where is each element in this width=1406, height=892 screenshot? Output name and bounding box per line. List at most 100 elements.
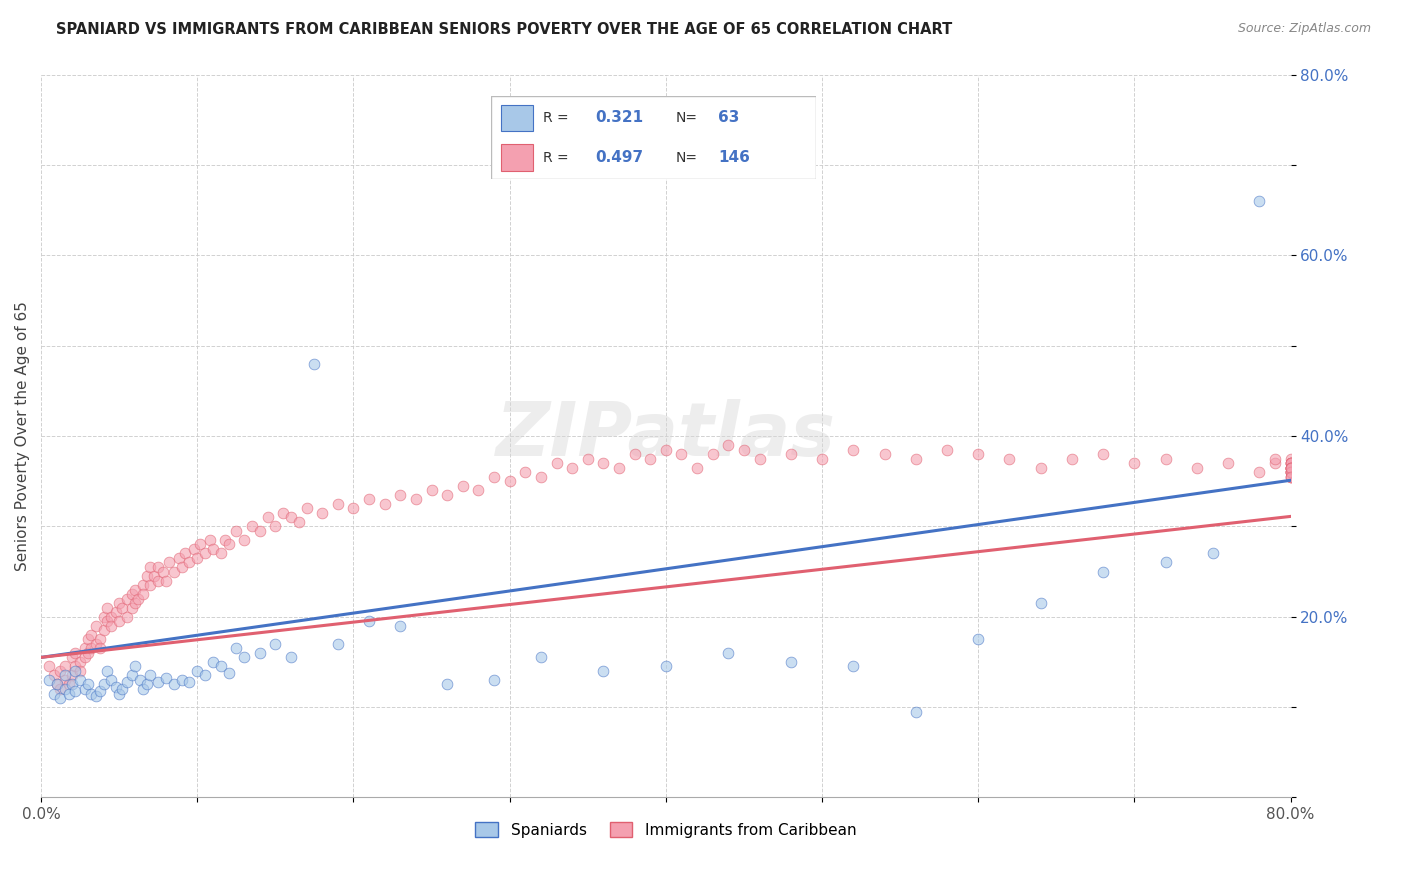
Point (249, 524, 271, 538)
Point (124, 596, 146, 610)
Point (194, 668, 217, 682)
Point (1123, 456, 1146, 470)
Point (93, 624, 115, 638)
Point (467, 483, 489, 498)
Point (84, 690, 107, 704)
Point (69, 655, 91, 669)
Point (42, 668, 65, 682)
Point (218, 537, 240, 551)
Point (607, 460, 630, 475)
Point (779, 447, 801, 461)
Point (1279, 465, 1302, 479)
Point (304, 357, 326, 371)
Point (49, 681, 72, 696)
Point (173, 546, 195, 560)
Point (84, 619, 107, 633)
Point (69, 673, 91, 687)
Text: SPANIARD VS IMMIGRANTS FROM CARIBBEAN SENIORS POVERTY OVER THE AGE OF 65 CORRELA: SPANIARD VS IMMIGRANTS FROM CARIBBEAN SE… (56, 22, 952, 37)
Point (1279, 465, 1302, 479)
Point (139, 668, 162, 682)
Point (405, 492, 427, 507)
Point (389, 619, 412, 633)
Point (1154, 556, 1177, 570)
Point (249, 646, 271, 660)
Point (264, 637, 287, 651)
Point (1279, 460, 1302, 475)
Point (124, 582, 146, 597)
Point (53, 681, 76, 696)
Point (84, 637, 107, 651)
Point (111, 681, 134, 696)
Point (1279, 456, 1302, 470)
Y-axis label: Seniors Poverty Over the Age of 65: Seniors Poverty Over the Age of 65 (15, 301, 30, 571)
Point (89, 683, 111, 698)
Point (108, 614, 131, 628)
Point (374, 497, 396, 511)
Point (638, 451, 661, 466)
Point (65, 659, 87, 673)
Point (592, 664, 614, 678)
Point (100, 619, 122, 633)
Point (967, 632, 990, 647)
Point (209, 659, 232, 673)
Point (561, 460, 583, 475)
Point (904, 705, 927, 719)
Point (1060, 451, 1083, 466)
Point (136, 569, 159, 583)
Point (326, 497, 349, 511)
Point (546, 456, 568, 470)
Point (139, 578, 162, 592)
Point (148, 574, 170, 588)
Point (1264, 456, 1286, 470)
Point (77, 646, 100, 660)
Point (77, 677, 100, 691)
Point (342, 501, 364, 516)
Point (142, 569, 165, 583)
Point (233, 533, 256, 547)
Point (108, 596, 131, 610)
Point (201, 655, 224, 669)
Point (115, 609, 138, 624)
Point (45, 677, 67, 691)
Point (96, 664, 118, 678)
Point (89, 632, 111, 647)
Point (1279, 460, 1302, 475)
Point (280, 650, 302, 665)
Point (811, 451, 834, 466)
Point (1279, 465, 1302, 479)
Point (233, 650, 256, 665)
Point (1279, 460, 1302, 475)
Point (73, 650, 96, 665)
Point (100, 673, 122, 687)
Point (60, 650, 83, 665)
Point (1249, 194, 1271, 208)
Point (1279, 460, 1302, 475)
Point (1279, 460, 1302, 475)
Point (80, 628, 103, 642)
Point (671, 447, 693, 461)
Point (201, 541, 224, 556)
Point (53, 673, 76, 687)
Point (77, 632, 100, 647)
Point (93, 677, 115, 691)
Text: Source: ZipAtlas.com: Source: ZipAtlas.com (1237, 22, 1371, 36)
Point (108, 686, 131, 700)
Point (1279, 456, 1302, 470)
Point (280, 510, 302, 524)
Point (733, 442, 755, 457)
Point (436, 488, 458, 502)
Point (655, 442, 678, 457)
Point (998, 451, 1021, 466)
Point (53, 668, 76, 682)
Point (1279, 469, 1302, 483)
Point (194, 546, 217, 560)
Point (482, 673, 505, 687)
Point (623, 447, 645, 461)
Point (131, 578, 153, 592)
Point (183, 541, 205, 556)
Point (515, 465, 537, 479)
Point (121, 668, 143, 682)
Point (436, 677, 458, 691)
Point (1279, 460, 1302, 475)
Point (295, 501, 318, 516)
